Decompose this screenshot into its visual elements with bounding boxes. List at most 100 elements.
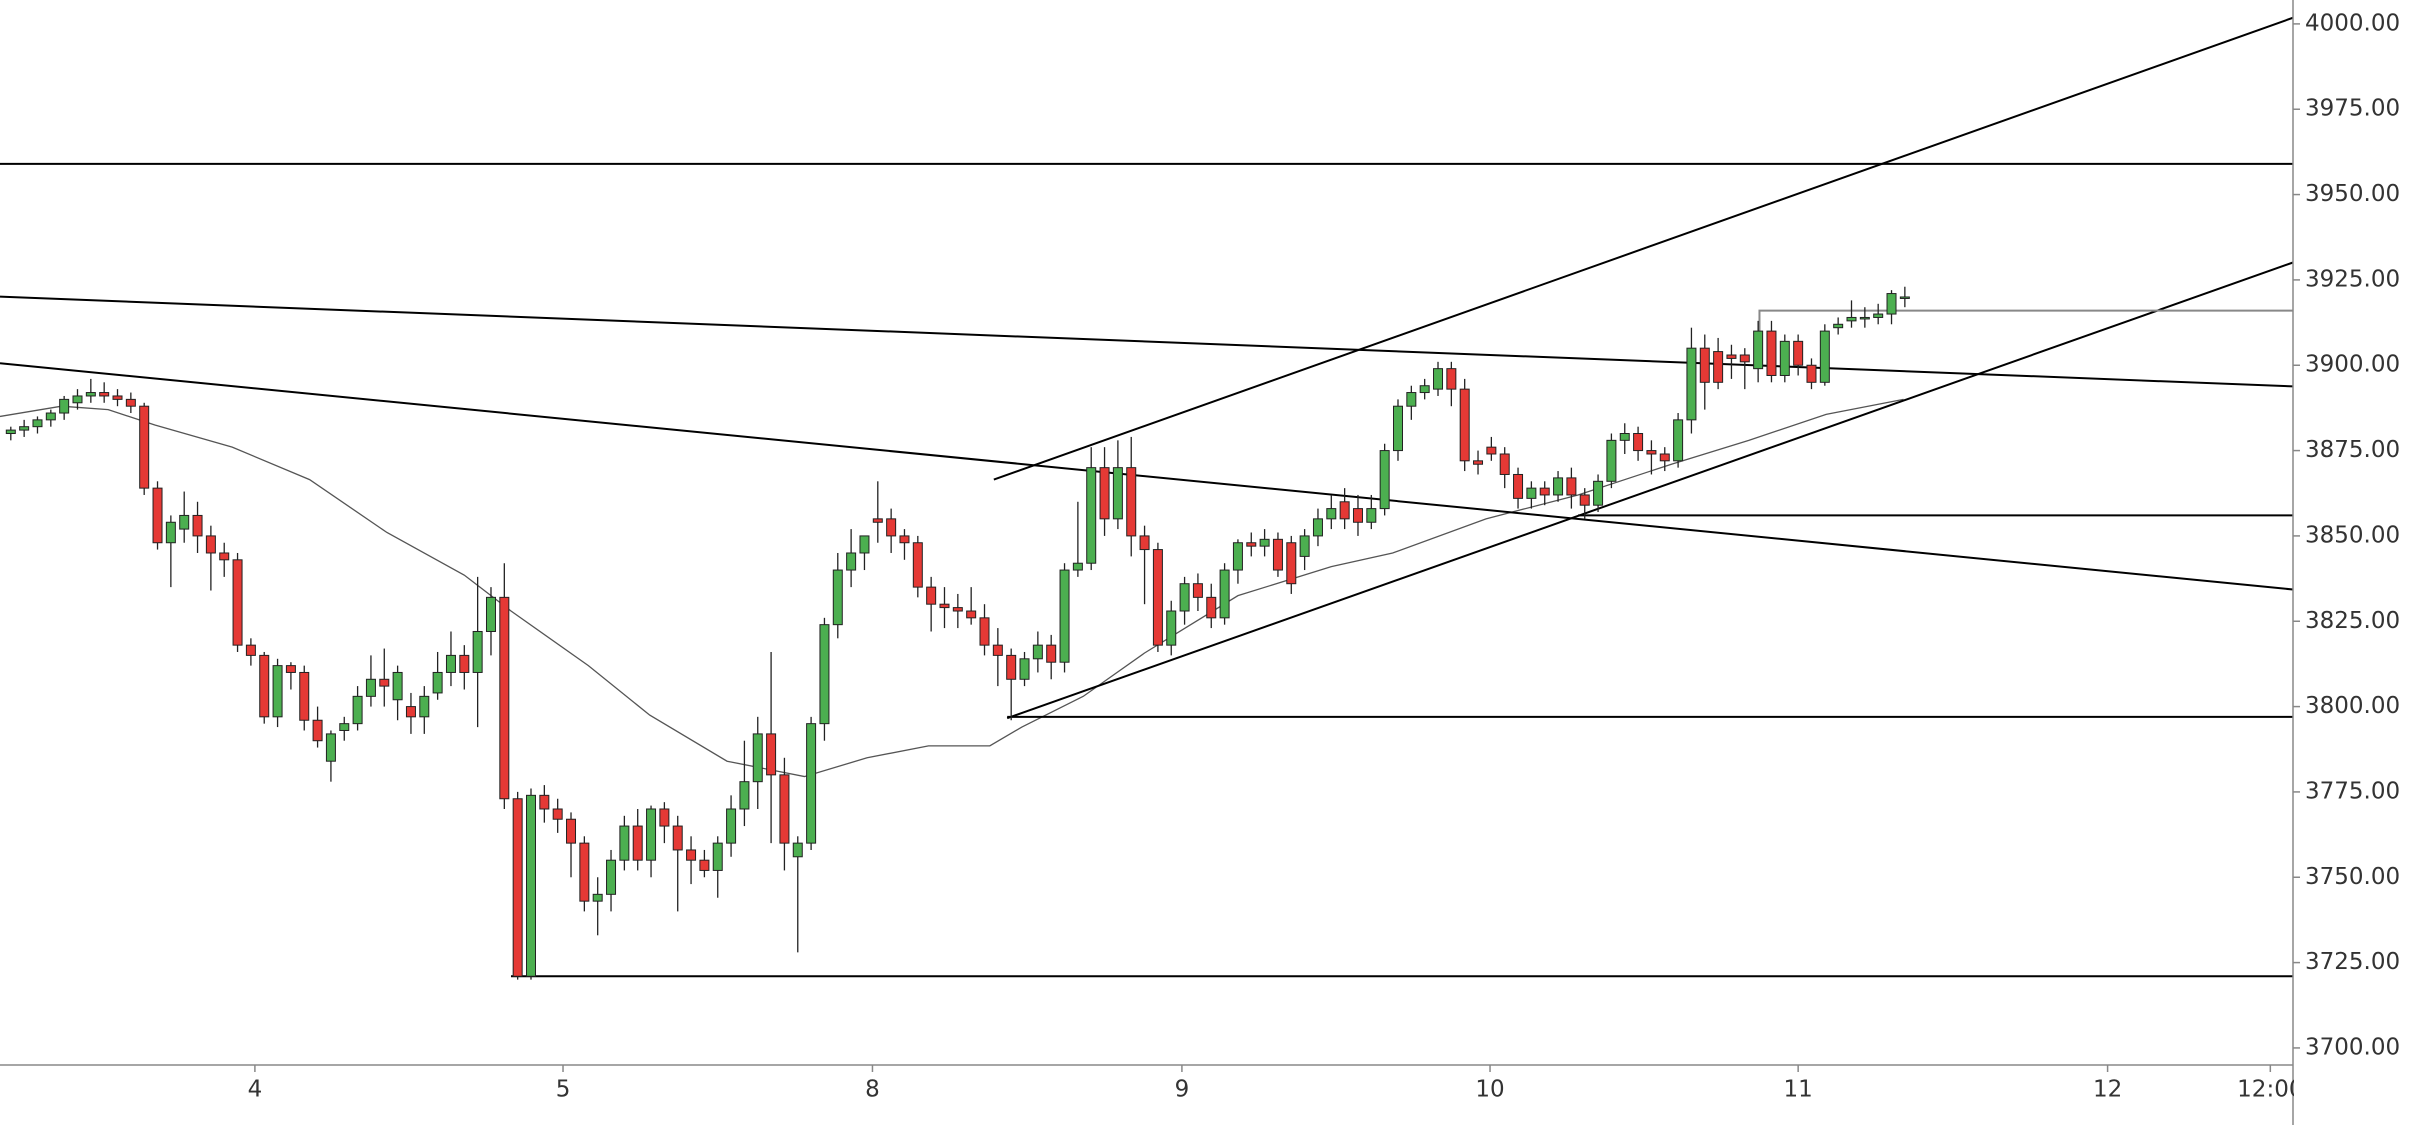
candle-body bbox=[739, 781, 750, 810]
candle-body bbox=[405, 706, 416, 718]
candle-body bbox=[659, 808, 670, 827]
candle-body bbox=[619, 825, 630, 861]
price-axis-bg bbox=[2293, 0, 2426, 1125]
candle-body bbox=[1206, 596, 1217, 619]
candle-body bbox=[32, 419, 43, 428]
candle-body bbox=[259, 654, 270, 718]
candle-body bbox=[1846, 316, 1857, 322]
candle-body bbox=[1352, 508, 1363, 523]
candle-body bbox=[1579, 494, 1590, 506]
candle-body bbox=[1779, 340, 1790, 376]
candle-body bbox=[1819, 330, 1830, 383]
candle-body bbox=[1859, 316, 1870, 320]
price-axis-cover bbox=[2294, 1067, 2426, 1125]
candle-body bbox=[485, 596, 496, 632]
y-tick-label: 3800.00 bbox=[2305, 693, 2400, 719]
candle-body bbox=[1753, 330, 1764, 370]
candle-body bbox=[672, 825, 683, 851]
candle-body bbox=[1646, 450, 1657, 455]
y-tick-label: 3925.00 bbox=[2305, 266, 2400, 292]
candle-body bbox=[1166, 610, 1177, 646]
candle-body bbox=[566, 818, 577, 844]
candle-body bbox=[472, 630, 483, 673]
candle-body bbox=[139, 405, 150, 489]
candle-body bbox=[325, 733, 336, 762]
candle-body bbox=[752, 733, 763, 783]
y-tick-label: 3725.00 bbox=[2305, 949, 2400, 975]
candle-body bbox=[872, 518, 883, 523]
candle-body bbox=[712, 842, 723, 871]
candle-body bbox=[379, 678, 390, 687]
candle-body bbox=[1006, 654, 1017, 680]
candle-body bbox=[1633, 433, 1644, 452]
candle-body bbox=[1392, 405, 1403, 452]
candle-body bbox=[1553, 477, 1564, 496]
candle-body bbox=[232, 559, 243, 646]
candle-body bbox=[1339, 501, 1350, 520]
candle-body bbox=[886, 518, 897, 537]
candle-body bbox=[272, 665, 283, 718]
candle-body bbox=[579, 842, 590, 902]
candle-body bbox=[912, 542, 923, 588]
candle-body bbox=[432, 671, 443, 694]
y-tick-label: 3950.00 bbox=[2305, 181, 2400, 207]
candle-body bbox=[299, 671, 310, 721]
trend-line bbox=[1006, 261, 2294, 720]
candle-body bbox=[1272, 538, 1283, 571]
candle-body bbox=[1806, 364, 1817, 383]
candle-body bbox=[205, 535, 216, 554]
candle-body bbox=[1593, 480, 1604, 506]
y-tick-label: 4000.00 bbox=[2305, 10, 2400, 36]
trend-line bbox=[0, 295, 2294, 388]
candle-body bbox=[1686, 347, 1697, 421]
trend-line bbox=[0, 362, 2294, 591]
candle-body bbox=[1566, 477, 1577, 496]
candle-body bbox=[5, 429, 16, 435]
candle-body bbox=[1139, 535, 1150, 551]
candle-body bbox=[285, 665, 296, 673]
y-tick-label: 3700.00 bbox=[2305, 1034, 2400, 1060]
candle-body bbox=[952, 607, 963, 612]
candle-body bbox=[939, 603, 950, 609]
candle-body bbox=[1713, 351, 1724, 383]
x-tick-label: 12 bbox=[2093, 1077, 2122, 1103]
candle-body bbox=[1766, 330, 1777, 376]
x-tick-label: 4 bbox=[248, 1077, 263, 1103]
trend-line bbox=[993, 16, 2294, 481]
candle-body bbox=[45, 412, 56, 421]
candle-body bbox=[1366, 508, 1377, 523]
candle-body bbox=[632, 825, 643, 861]
candle-body bbox=[1526, 487, 1537, 499]
candle-body bbox=[165, 521, 176, 544]
candle-body bbox=[1326, 508, 1337, 520]
candle-body bbox=[926, 586, 937, 605]
candle-body bbox=[445, 654, 456, 673]
candle-body bbox=[526, 794, 537, 977]
x-tick-label: 10 bbox=[1475, 1077, 1504, 1103]
candle-body bbox=[1312, 518, 1323, 537]
candle-body bbox=[339, 723, 350, 731]
candle-body bbox=[646, 808, 657, 861]
candle-body bbox=[1473, 460, 1484, 465]
y-tick-label: 3750.00 bbox=[2305, 864, 2400, 890]
trend-line bbox=[1758, 309, 2293, 349]
candle-body bbox=[459, 654, 470, 673]
candle-body bbox=[1659, 453, 1670, 462]
candle-body bbox=[1433, 368, 1444, 390]
candle-body bbox=[592, 893, 603, 902]
candle-body bbox=[779, 774, 790, 844]
candle-body bbox=[192, 514, 203, 537]
candle-body bbox=[1499, 453, 1510, 475]
candle-body bbox=[1446, 368, 1457, 390]
candle-body bbox=[392, 671, 403, 701]
y-tick-label: 3825.00 bbox=[2305, 608, 2400, 634]
candle-body bbox=[59, 398, 70, 414]
candle-body bbox=[606, 859, 617, 895]
candle-body bbox=[859, 535, 870, 554]
candle-body bbox=[832, 569, 843, 626]
candle-body bbox=[499, 596, 510, 800]
candle-body bbox=[1459, 388, 1470, 462]
candle-body bbox=[552, 808, 563, 820]
candle-body bbox=[966, 610, 977, 619]
candle-body bbox=[152, 487, 163, 544]
